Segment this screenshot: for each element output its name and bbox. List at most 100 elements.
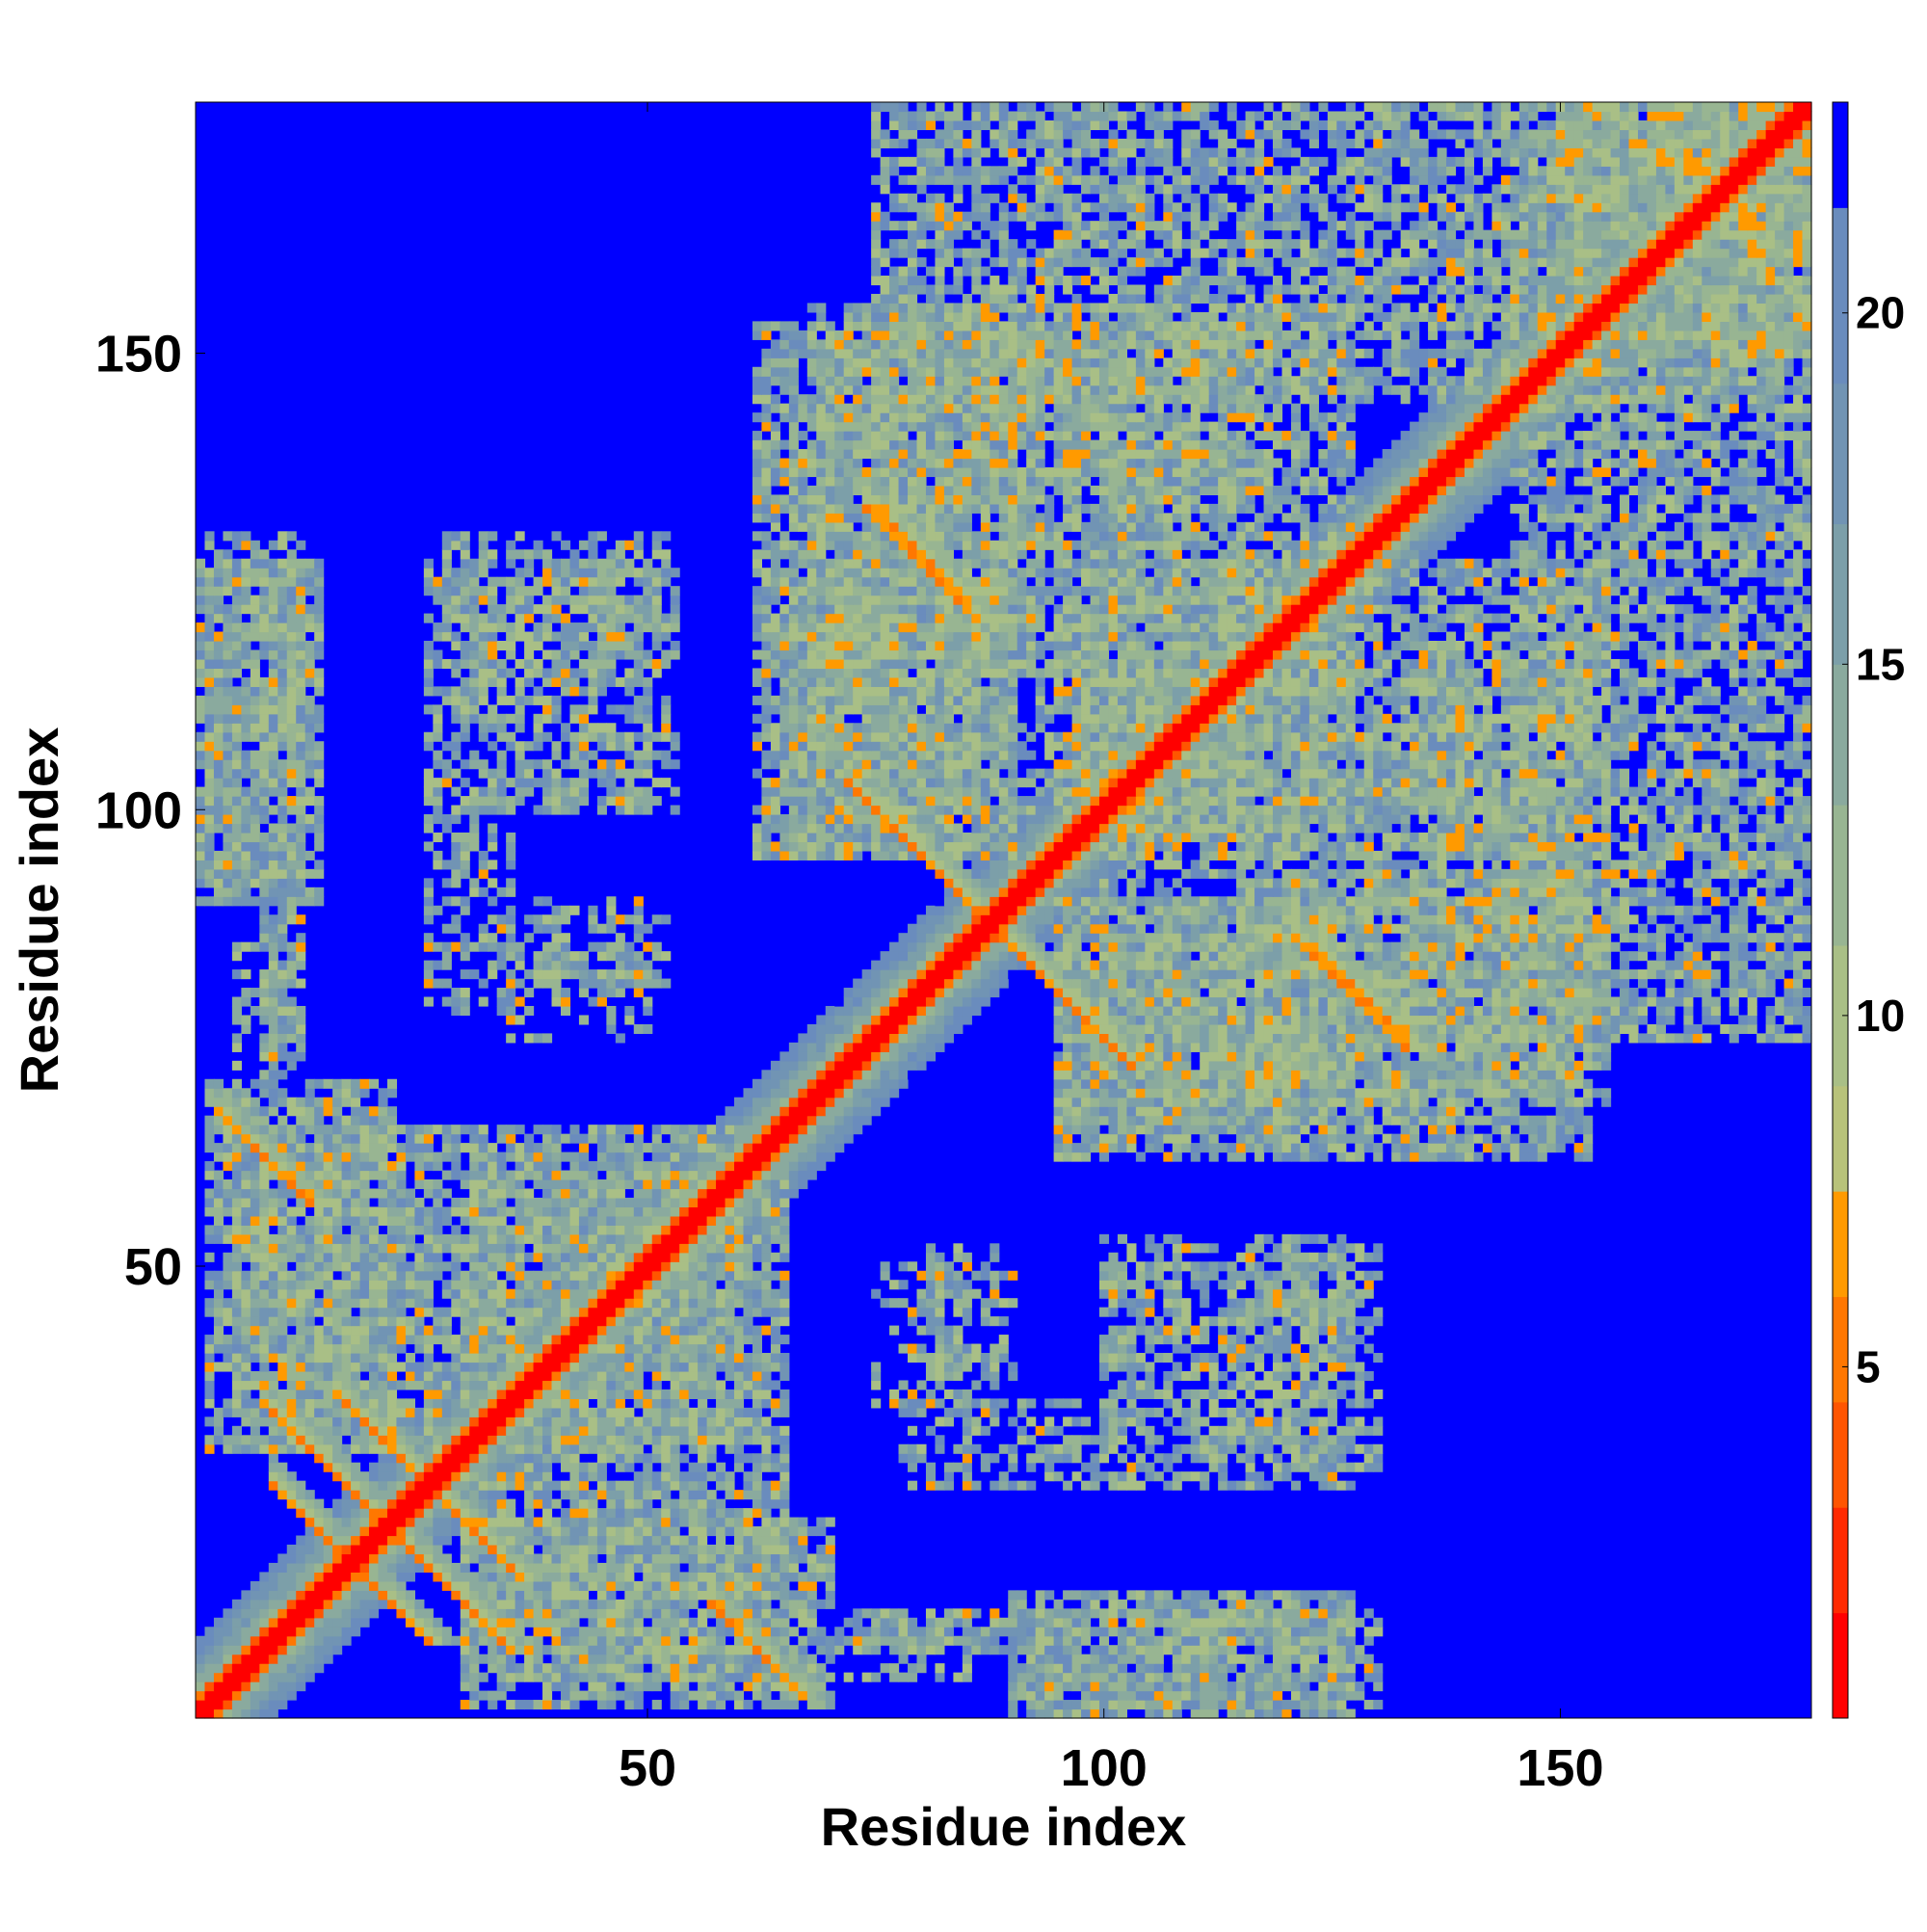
heatmap-cell bbox=[551, 1188, 562, 1199]
heatmap-cell bbox=[1263, 1416, 1274, 1427]
heatmap-cell bbox=[679, 1343, 690, 1354]
heatmap-cell bbox=[1263, 1298, 1274, 1309]
heatmap-cell bbox=[304, 1280, 315, 1290]
heatmap-cell bbox=[752, 1435, 763, 1445]
heatmap-cell bbox=[277, 1599, 288, 1609]
heatmap-cell bbox=[524, 1343, 535, 1354]
heatmap-cell bbox=[706, 1490, 717, 1500]
heatmap-cell bbox=[752, 1627, 763, 1637]
heatmap-cell bbox=[643, 1480, 653, 1491]
heatmap-cell bbox=[351, 1170, 361, 1180]
heatmap-cell bbox=[596, 1188, 607, 1199]
heatmap-cell bbox=[506, 1151, 516, 1162]
heatmap-cell bbox=[250, 1151, 260, 1162]
heatmap-cell bbox=[569, 1627, 580, 1637]
heatmap-cell bbox=[241, 1288, 251, 1299]
heatmap-cell bbox=[633, 1590, 644, 1601]
heatmap-cell bbox=[569, 1608, 580, 1619]
heatmap-cell bbox=[405, 1215, 415, 1226]
heatmap-cell bbox=[460, 1471, 470, 1482]
heatmap-cell bbox=[341, 1398, 352, 1409]
heatmap-cell bbox=[533, 1498, 543, 1509]
heatmap-cell bbox=[679, 1407, 690, 1417]
heatmap-cell bbox=[569, 1343, 580, 1354]
heatmap-cell bbox=[396, 1590, 407, 1601]
heatmap-cell bbox=[1026, 1708, 1037, 1719]
heatmap-cell bbox=[1026, 1453, 1037, 1464]
heatmap-cell bbox=[788, 1553, 799, 1564]
heatmap-cell bbox=[706, 1572, 717, 1582]
heatmap-cell bbox=[551, 1370, 562, 1382]
heatmap-cell bbox=[661, 1627, 672, 1637]
heatmap-cell bbox=[615, 1553, 625, 1564]
heatmap-cell bbox=[296, 1508, 306, 1519]
heatmap-cell bbox=[1145, 1645, 1155, 1655]
heatmap-cell bbox=[971, 1416, 982, 1427]
heatmap-cell bbox=[1163, 1690, 1174, 1701]
heatmap-cell bbox=[953, 1298, 964, 1309]
heatmap-cell bbox=[551, 1681, 562, 1692]
heatmap-cell bbox=[670, 1425, 680, 1436]
heatmap-cell bbox=[231, 1270, 242, 1281]
heatmap-cell bbox=[606, 1143, 617, 1153]
heatmap-cell bbox=[596, 1280, 607, 1290]
heatmap-cell bbox=[1355, 1389, 1365, 1399]
heatmap-cell bbox=[679, 1700, 690, 1710]
heatmap-cell bbox=[414, 1517, 425, 1527]
heatmap-cell bbox=[1373, 1353, 1384, 1363]
heatmap-cell bbox=[213, 1700, 224, 1710]
heatmap-cell bbox=[569, 1179, 580, 1190]
heatmap-cell bbox=[524, 1498, 535, 1509]
heatmap-cell bbox=[488, 1143, 498, 1153]
heatmap-cell bbox=[725, 1215, 735, 1226]
heatmap-cell bbox=[488, 1498, 498, 1509]
heatmap-cell bbox=[588, 1380, 598, 1390]
heatmap-cell bbox=[615, 1307, 625, 1317]
heatmap-cell bbox=[935, 1627, 945, 1637]
heatmap-cell bbox=[670, 1690, 680, 1701]
heatmap-cell bbox=[1108, 1617, 1119, 1628]
heatmap-cell bbox=[515, 1270, 525, 1281]
heatmap-cell bbox=[761, 1389, 772, 1399]
heatmap-cell bbox=[1035, 1635, 1045, 1646]
heatmap-cell bbox=[1281, 1233, 1292, 1244]
heatmap-cell bbox=[578, 1635, 589, 1646]
heatmap-cell bbox=[441, 1233, 452, 1244]
heatmap-cell bbox=[533, 1490, 543, 1500]
heatmap-cell bbox=[268, 1453, 278, 1464]
heatmap-cell bbox=[761, 1215, 772, 1226]
heatmap-cell bbox=[286, 1471, 297, 1482]
heatmap-cell bbox=[761, 1498, 772, 1509]
heatmap-cell bbox=[323, 1398, 333, 1409]
heatmap-cell bbox=[1327, 1672, 1337, 1682]
heatmap-cell bbox=[506, 1590, 516, 1601]
heatmap-cell bbox=[779, 1517, 790, 1527]
heatmap-cell bbox=[341, 1206, 352, 1217]
heatmap-cell bbox=[396, 1599, 407, 1609]
heatmap-cell bbox=[679, 1261, 690, 1272]
heatmap-cell bbox=[332, 1335, 343, 1345]
heatmap-cell bbox=[588, 1627, 598, 1637]
heatmap-cell bbox=[569, 1490, 580, 1500]
heatmap-cell bbox=[688, 1380, 699, 1390]
heatmap-cell bbox=[304, 1654, 315, 1664]
heatmap-cell bbox=[396, 1243, 407, 1254]
heatmap-cell bbox=[725, 1243, 735, 1254]
heatmap-cell bbox=[1108, 1435, 1119, 1445]
heatmap-cell bbox=[277, 1170, 288, 1180]
heatmap-cell bbox=[469, 1599, 480, 1609]
heatmap-cell bbox=[204, 1252, 215, 1262]
heatmap-cell bbox=[716, 1480, 726, 1491]
heatmap-cell bbox=[752, 1243, 763, 1254]
heatmap-cell bbox=[1208, 1663, 1219, 1674]
heatmap-cell bbox=[706, 1590, 717, 1601]
heatmap-cell bbox=[560, 1407, 571, 1417]
heatmap-cell bbox=[478, 1544, 488, 1555]
heatmap-cell bbox=[834, 1645, 845, 1655]
heatmap-cell bbox=[651, 1252, 662, 1262]
heatmap-cell bbox=[706, 1335, 717, 1345]
heatmap-cell bbox=[488, 1627, 498, 1637]
heatmap-cell bbox=[524, 1170, 535, 1180]
heatmap-cell bbox=[560, 1170, 571, 1180]
heatmap-cell bbox=[615, 1343, 625, 1354]
